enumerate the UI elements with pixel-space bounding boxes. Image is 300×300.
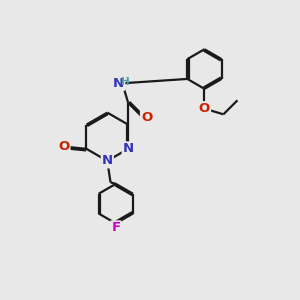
Text: N: N xyxy=(102,154,113,167)
Text: F: F xyxy=(111,221,120,234)
Text: O: O xyxy=(141,111,152,124)
Text: O: O xyxy=(199,102,210,115)
Text: N: N xyxy=(113,77,124,90)
Text: O: O xyxy=(58,140,70,153)
Text: N: N xyxy=(123,142,134,155)
Text: H: H xyxy=(122,77,130,87)
